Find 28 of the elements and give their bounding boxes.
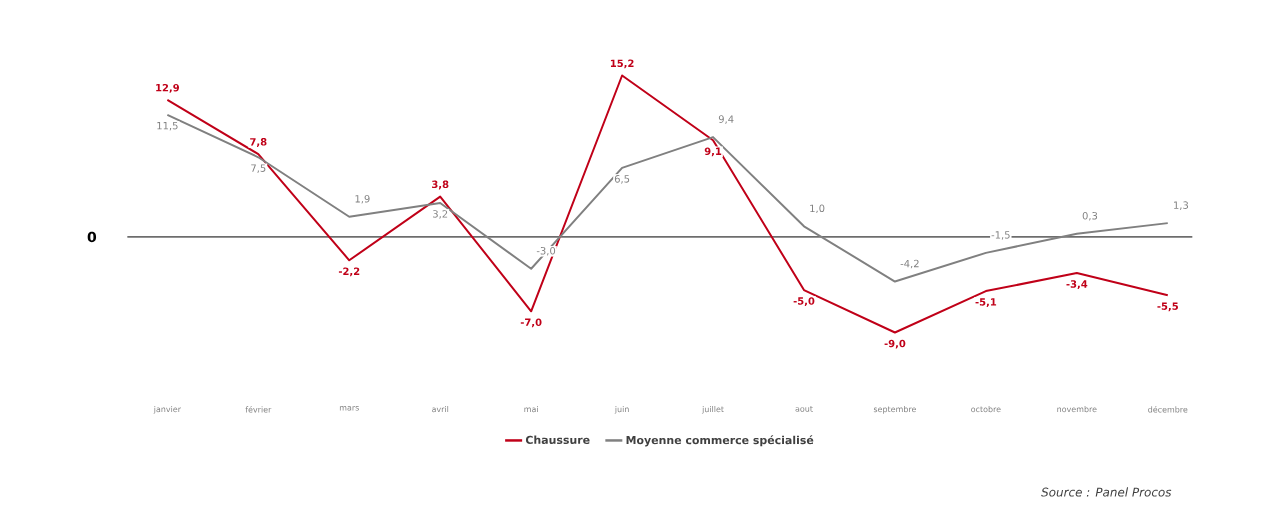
data-label: -3,0 bbox=[536, 247, 556, 256]
source-note: Source : Panel Procos bbox=[1041, 487, 1172, 497]
data-label: 12,9 bbox=[156, 83, 180, 93]
legend-label: Moyenne commerce spécialisé bbox=[626, 435, 814, 447]
data-label: 11,5 bbox=[157, 122, 178, 131]
data-label: 7,8 bbox=[250, 138, 267, 147]
data-label: -5,5 bbox=[1157, 302, 1178, 312]
legend-label: Chaussure bbox=[525, 435, 590, 445]
data-label: -7,0 bbox=[520, 318, 542, 328]
data-label: -3,4 bbox=[1066, 280, 1088, 290]
data-label: -1,5 bbox=[991, 231, 1010, 240]
data-label: 1,3 bbox=[1174, 201, 1189, 210]
data-label: 7,5 bbox=[251, 164, 266, 173]
data-label: 0,3 bbox=[1082, 211, 1098, 221]
data-label: -5,1 bbox=[975, 298, 997, 307]
data-label: 6,5 bbox=[614, 175, 630, 184]
data-label: -2,2 bbox=[338, 267, 360, 277]
data-label: 9,4 bbox=[718, 115, 734, 124]
data-label: -9,0 bbox=[884, 339, 906, 349]
data-label: 3,2 bbox=[433, 210, 448, 219]
data-label: 9,1 bbox=[704, 147, 722, 157]
data-label: -5,0 bbox=[793, 297, 815, 307]
data-label: 15,2 bbox=[610, 59, 634, 69]
data-label: 3,8 bbox=[432, 180, 449, 190]
ref-line-label: 0 bbox=[87, 231, 97, 243]
data-label: 1,0 bbox=[810, 204, 825, 214]
data-label: 1,9 bbox=[355, 194, 370, 204]
data-label: -4,2 bbox=[900, 259, 919, 269]
